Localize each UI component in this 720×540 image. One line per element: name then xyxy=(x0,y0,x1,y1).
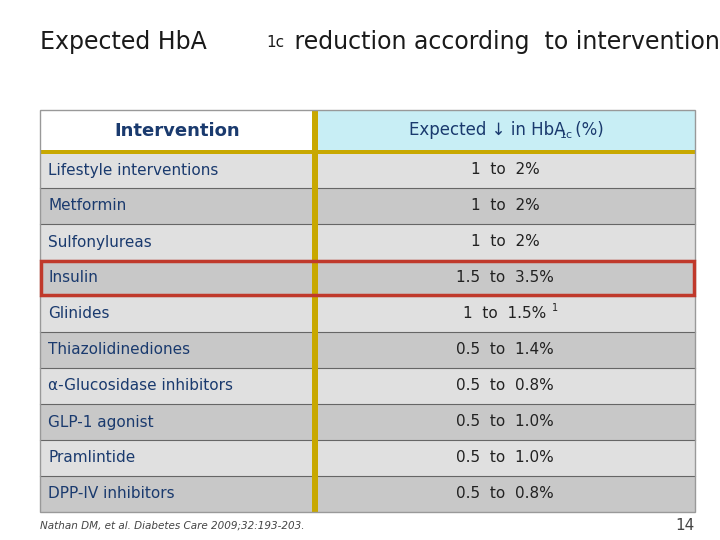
Bar xyxy=(315,404,695,440)
Bar xyxy=(40,404,315,440)
Bar xyxy=(315,224,695,260)
Text: 1c: 1c xyxy=(560,130,573,140)
Bar xyxy=(40,150,695,154)
Text: Sulfonylureas: Sulfonylureas xyxy=(48,234,152,249)
Bar xyxy=(315,368,695,404)
Text: Glinides: Glinides xyxy=(48,307,109,321)
Bar xyxy=(40,188,315,224)
Bar xyxy=(40,440,315,476)
Text: 1  to  1.5%: 1 to 1.5% xyxy=(464,307,546,321)
Text: α-Glucosidase inhibitors: α-Glucosidase inhibitors xyxy=(48,379,233,394)
Bar xyxy=(40,332,315,368)
Bar xyxy=(315,296,695,332)
Bar xyxy=(315,188,695,224)
Text: 0.5  to  1.0%: 0.5 to 1.0% xyxy=(456,415,554,429)
Bar xyxy=(312,110,318,512)
Bar xyxy=(40,296,315,332)
Text: 14: 14 xyxy=(676,518,695,534)
Text: 1  to  2%: 1 to 2% xyxy=(471,163,539,178)
Text: 1.5  to  3.5%: 1.5 to 3.5% xyxy=(456,271,554,286)
Text: 1  to  2%: 1 to 2% xyxy=(471,234,539,249)
Text: GLP-1 agonist: GLP-1 agonist xyxy=(48,415,153,429)
Text: Nathan DM, et al. Diabetes Care 2009;32:193-203.: Nathan DM, et al. Diabetes Care 2009;32:… xyxy=(40,521,305,531)
Bar xyxy=(315,110,695,152)
Text: Pramlintide: Pramlintide xyxy=(48,450,135,465)
Bar xyxy=(40,368,315,404)
Text: Expected ↓ in HbA: Expected ↓ in HbA xyxy=(409,121,565,139)
Bar xyxy=(315,260,695,296)
Text: 0.5  to  1.0%: 0.5 to 1.0% xyxy=(456,450,554,465)
Text: Insulin: Insulin xyxy=(48,271,98,286)
Text: 0.5  to  0.8%: 0.5 to 0.8% xyxy=(456,487,554,502)
Text: Lifestyle interventions: Lifestyle interventions xyxy=(48,163,218,178)
Bar xyxy=(40,260,315,296)
Text: Thiazolidinediones: Thiazolidinediones xyxy=(48,342,190,357)
Bar xyxy=(40,152,315,188)
Bar xyxy=(41,261,694,295)
Bar xyxy=(40,110,695,512)
Bar xyxy=(315,152,695,188)
Bar xyxy=(315,332,695,368)
Text: Expected HbA: Expected HbA xyxy=(40,30,207,53)
Text: Intervention: Intervention xyxy=(114,122,240,140)
Text: 1  to  2%: 1 to 2% xyxy=(471,199,539,213)
Bar xyxy=(40,476,315,512)
Text: Metformin: Metformin xyxy=(48,199,126,213)
Bar xyxy=(40,110,315,152)
Text: reduction according  to intervention: reduction according to intervention xyxy=(287,30,719,53)
Bar xyxy=(40,224,315,260)
Text: 1c: 1c xyxy=(266,35,284,50)
Text: DPP-IV inhibitors: DPP-IV inhibitors xyxy=(48,487,175,502)
Bar xyxy=(315,440,695,476)
Text: (%): (%) xyxy=(570,121,604,139)
Text: 0.5  to  1.4%: 0.5 to 1.4% xyxy=(456,342,554,357)
Text: 0.5  to  0.8%: 0.5 to 0.8% xyxy=(456,379,554,394)
Bar xyxy=(315,476,695,512)
Text: 1: 1 xyxy=(552,303,558,313)
